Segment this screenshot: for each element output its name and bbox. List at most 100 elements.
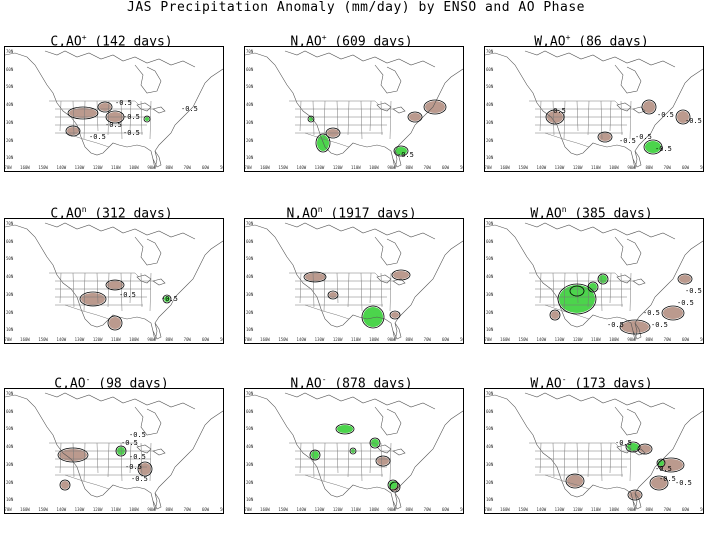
state-boundary (539, 100, 542, 132)
negative-anomaly-region (61, 481, 69, 489)
longitude-tick-label: 120W (572, 165, 583, 170)
longitude-tick-label: 170W (4, 507, 12, 512)
negative-anomaly-region (679, 275, 691, 283)
coastline (485, 394, 636, 512)
longitude-tick-label: 50W (460, 165, 463, 170)
longitude-tick-label: 170W (484, 507, 492, 512)
longitude-tick-label: 110W (111, 165, 121, 170)
state-boundary (149, 100, 152, 140)
longitude-tick-label: 130W (74, 165, 85, 170)
latitude-tick-label: 40N (6, 274, 14, 280)
state-boundary (49, 100, 140, 106)
latitude-tick-label: 50N (486, 256, 494, 262)
state-boundary (347, 442, 350, 478)
coastline (616, 102, 632, 112)
state-boundary (629, 442, 632, 482)
coastline (136, 444, 152, 454)
state-boundary (120, 100, 123, 140)
anomaly-contour (327, 290, 339, 300)
longitude-tick-label: 170W (484, 165, 492, 170)
state-boundary (120, 272, 123, 312)
contour-label: -0.5 (181, 105, 198, 113)
positive-anomaly-region (317, 135, 329, 151)
longitude-tick-label: 130W (314, 337, 325, 342)
positive-anomaly-region (645, 141, 661, 153)
negative-anomaly-region (639, 445, 651, 453)
state-boundary (529, 272, 620, 278)
state-boundary (389, 272, 392, 312)
longitude-tick-label: 80W (165, 507, 173, 512)
coastline (136, 102, 152, 112)
latitude-tick-label: 30N (6, 119, 14, 125)
coastline (524, 392, 676, 410)
anomaly-contour (569, 285, 585, 297)
latitude-tick-label: 10N (486, 327, 494, 333)
anomaly-contour (143, 115, 151, 123)
longitude-tick-label: 50W (700, 337, 703, 342)
precipitation-anomaly-map: -0.5 -0.5 (5, 222, 223, 342)
anomaly-contour (649, 475, 669, 491)
contour-label: -0.5 (121, 439, 138, 447)
anomaly-contour (597, 131, 613, 143)
longitude-tick-label: 50W (700, 507, 703, 512)
coastline (134, 64, 162, 94)
coastline (245, 52, 396, 170)
longitude-tick-label: 110W (111, 507, 121, 512)
coastline (134, 236, 162, 266)
state-boundary (587, 100, 590, 136)
latitude-tick-label: 10N (486, 155, 494, 161)
contour-label: -0.5 (659, 475, 676, 483)
latitude-tick-label: 40N (246, 444, 254, 450)
state-boundary (323, 272, 326, 312)
contour-label: -0.5 (657, 111, 674, 119)
coastline (632, 278, 646, 286)
latitude-tick-label: 10N (246, 327, 254, 333)
coastline (152, 322, 162, 340)
latitude-tick-label: 40N (246, 274, 254, 280)
state-boundary (336, 100, 339, 132)
negative-anomaly-region (629, 491, 641, 499)
anomaly-contour (389, 310, 401, 320)
panel-warm-ao-positive: W,AO+ (86 days) -0.5 -0.5 -0.5 -0.5 -0.5 -0.5… (480, 30, 704, 172)
anomaly-contour (303, 271, 327, 283)
latitude-tick-label: 40N (246, 102, 254, 108)
latitude-tick-label: 70N (246, 49, 254, 54)
panel-title: N,AO+ (609 days) (290, 33, 413, 50)
anomaly-contour (59, 479, 71, 491)
longitude-tick-label: 70W (423, 507, 431, 512)
anomaly-contour (307, 115, 315, 123)
coastline (632, 150, 642, 168)
state-boundary (107, 272, 110, 308)
longitude-tick-label: 130W (314, 165, 325, 170)
longitude-tick-label: 140W (536, 165, 547, 170)
latitude-tick-label: 60N (486, 66, 494, 72)
latitude-tick-label: 20N (246, 137, 254, 143)
positive-anomaly-region (311, 451, 319, 459)
coastline (134, 406, 162, 436)
contour-label: -0.5 (397, 151, 414, 159)
longitude-tick-label: 130W (314, 507, 325, 512)
longitude-tick-label: 170W (484, 337, 492, 342)
latitude-tick-label: 10N (6, 155, 14, 161)
panel-title: W,AOn (385 days) (530, 205, 653, 222)
coastline (44, 222, 196, 240)
latitude-tick-label: 30N (246, 119, 254, 125)
longitude-tick-label: 110W (591, 507, 601, 512)
state-boundary (299, 100, 302, 132)
longitude-tick-label: 100W (369, 337, 379, 342)
coastline (152, 106, 166, 114)
longitude-tick-label: 50W (700, 165, 703, 170)
state-boundary (323, 100, 326, 140)
longitude-tick-label: 130W (554, 337, 565, 342)
longitude-tick-label: 90W (387, 337, 395, 342)
coastline (44, 50, 196, 68)
state-boundary (369, 272, 372, 304)
state-boundary (140, 100, 143, 136)
longitude-tick-label: 100W (609, 507, 619, 512)
coastline (376, 102, 392, 112)
state-boundary (544, 474, 590, 490)
state-boundary (64, 474, 110, 490)
negative-anomaly-region (109, 317, 121, 329)
positive-anomaly-region (395, 147, 407, 155)
anomaly-contour (115, 445, 127, 457)
